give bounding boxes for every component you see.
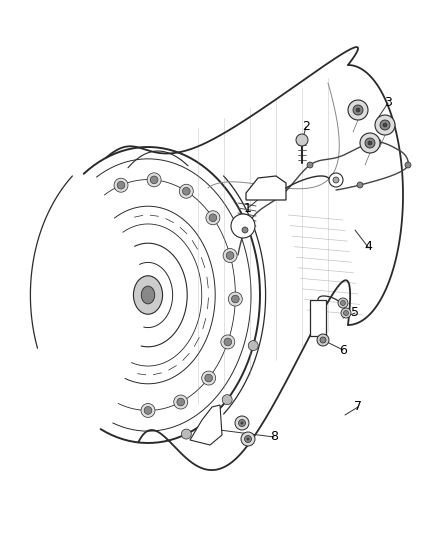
Circle shape [365, 138, 375, 148]
Circle shape [141, 403, 155, 417]
Text: 8: 8 [270, 431, 278, 443]
Circle shape [375, 139, 381, 145]
Circle shape [205, 374, 212, 382]
Circle shape [320, 337, 326, 343]
Circle shape [221, 335, 235, 349]
Text: 6: 6 [339, 343, 347, 357]
Circle shape [241, 432, 255, 446]
Circle shape [333, 177, 339, 183]
Circle shape [177, 398, 184, 406]
Circle shape [368, 141, 372, 145]
Circle shape [375, 115, 395, 135]
Circle shape [241, 422, 243, 424]
Circle shape [206, 211, 220, 225]
Circle shape [224, 338, 232, 346]
Circle shape [223, 248, 237, 263]
Circle shape [307, 162, 313, 168]
Circle shape [144, 407, 152, 414]
Text: 4: 4 [364, 240, 372, 254]
Text: 2: 2 [302, 120, 310, 133]
Circle shape [150, 176, 158, 184]
Polygon shape [190, 405, 222, 445]
Circle shape [231, 295, 239, 303]
Circle shape [235, 416, 249, 430]
Circle shape [231, 214, 255, 238]
Circle shape [147, 173, 161, 187]
Circle shape [329, 173, 343, 187]
Circle shape [181, 429, 191, 439]
Circle shape [209, 214, 217, 222]
Circle shape [174, 395, 188, 409]
Circle shape [222, 394, 232, 405]
Circle shape [183, 188, 190, 195]
Circle shape [244, 435, 251, 442]
Circle shape [356, 108, 360, 112]
Text: 3: 3 [384, 96, 392, 109]
Circle shape [353, 105, 363, 115]
Text: 1: 1 [244, 201, 252, 214]
Circle shape [380, 120, 390, 130]
Circle shape [341, 308, 351, 318]
Circle shape [248, 341, 258, 351]
Text: 5: 5 [351, 306, 359, 319]
Ellipse shape [134, 276, 162, 314]
Circle shape [357, 182, 363, 188]
Circle shape [338, 298, 348, 308]
Circle shape [340, 301, 346, 305]
Circle shape [114, 178, 128, 192]
Circle shape [247, 438, 249, 440]
Circle shape [296, 134, 308, 146]
Circle shape [405, 162, 411, 168]
Circle shape [117, 181, 125, 189]
Circle shape [348, 100, 368, 120]
Circle shape [239, 419, 246, 426]
Circle shape [201, 371, 215, 385]
Bar [310, 300, 326, 336]
Circle shape [242, 227, 248, 233]
Circle shape [383, 123, 387, 127]
Ellipse shape [141, 286, 155, 304]
Circle shape [360, 133, 380, 153]
Text: 7: 7 [354, 400, 362, 414]
Circle shape [343, 311, 349, 316]
Circle shape [317, 334, 329, 346]
Polygon shape [246, 176, 286, 200]
Circle shape [226, 252, 234, 260]
Circle shape [179, 184, 193, 198]
Circle shape [228, 292, 242, 306]
